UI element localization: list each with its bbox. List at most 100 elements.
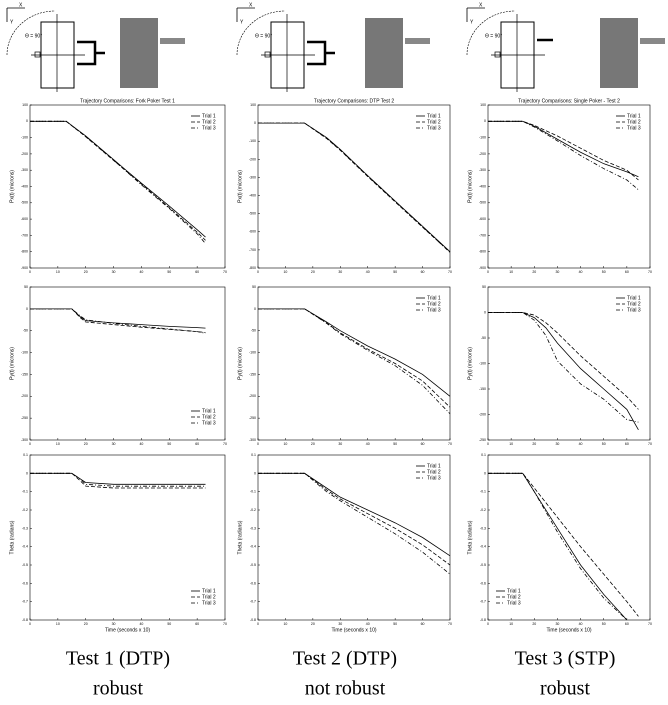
plot-frame [257, 104, 451, 269]
x-tick-label: 10 [283, 442, 287, 446]
y-axis-label: Py(t) (microns) [237, 347, 243, 380]
legend-label: Trial 2 [427, 469, 441, 475]
legend-label: Trial 2 [427, 301, 441, 307]
x-tick-label: 30 [112, 622, 116, 626]
legend-label: Trial 1 [627, 295, 641, 301]
plot-frame [257, 286, 451, 441]
y-tick-label: -50 [251, 329, 256, 333]
y-tick-label: 0 [254, 121, 256, 125]
x-tick-label: 20 [84, 442, 88, 446]
angle-arc [236, 10, 286, 56]
x-tick-label: 60 [195, 270, 199, 274]
x-tick-label: 0 [257, 442, 259, 446]
chart-title: Trajectory Comparisons: Fork Poker Test … [80, 98, 175, 104]
caption: Test 2 (DTP) [293, 648, 397, 670]
legend-box [414, 293, 444, 315]
y-axis-label: Px(t) (microns) [9, 170, 15, 203]
y-tick-label: -0.3 [480, 526, 486, 530]
y-tick-label: 0 [254, 307, 256, 311]
y-tick-label: -200 [21, 152, 28, 156]
series-line [258, 122, 451, 253]
legend-box [189, 406, 219, 428]
y-tick-label: -200 [479, 152, 486, 156]
x-tick-label: 70 [223, 270, 227, 274]
legend-label: Trial 3 [202, 600, 216, 606]
legend-label: Trial 2 [427, 119, 441, 125]
x-tick-label: 20 [311, 442, 315, 446]
x-tick-label: 50 [393, 622, 397, 626]
y-tick-label: -250 [479, 438, 486, 442]
legend-label: Trial 1 [427, 295, 441, 301]
x-tick-label: 10 [56, 622, 60, 626]
x-tick-label: 30 [338, 442, 342, 446]
x-tick-label: 70 [448, 270, 452, 274]
y-tick-label: -50 [23, 329, 28, 333]
y-tick-label: -0.6 [22, 581, 28, 585]
x-tick-label: 10 [283, 622, 287, 626]
y-tick-label: -0.7 [22, 600, 28, 604]
x-tick-label: 20 [84, 270, 88, 274]
y-tick-label: -0.6 [480, 581, 486, 585]
caption: Test 3 (STP) [515, 648, 616, 670]
y-tick-label: 100 [22, 103, 28, 107]
axis-label: X [19, 2, 23, 8]
legend-box [414, 461, 444, 483]
legend-label: Trial 2 [202, 594, 216, 600]
x-tick-label: 10 [56, 442, 60, 446]
legend-label: Trial 2 [202, 119, 216, 125]
y-tick-label: -0.5 [250, 563, 256, 567]
x-axis-label: Time (seconds x 10) [546, 627, 591, 633]
x-tick-label: 40 [139, 442, 143, 446]
series-line [30, 308, 206, 333]
y-tick-label: -800 [21, 250, 28, 254]
y-tick-label: -250 [21, 416, 28, 420]
y-tick-label: -500 [479, 201, 486, 205]
y-tick-label: 0 [26, 119, 28, 123]
y-tick-label: -600 [21, 217, 28, 221]
x-tick-label: 10 [509, 622, 513, 626]
x-tick-label: 70 [648, 442, 652, 446]
y-tick-label: 0.1 [481, 453, 486, 457]
y-tick-label: -0.3 [22, 526, 28, 530]
y-tick-label: -0.7 [250, 600, 256, 604]
x-tick-label: 0 [29, 270, 31, 274]
x-tick-label: 60 [195, 622, 199, 626]
legend-label: Trial 2 [202, 414, 216, 420]
x-tick-label: 0 [487, 270, 489, 274]
axis-label: Y [470, 19, 474, 25]
y-tick-label: -100 [479, 136, 486, 140]
plot-frame [29, 286, 226, 441]
y-tick-label: 0 [254, 471, 256, 475]
plot-frame [257, 454, 451, 621]
y-tick-label: 0 [484, 471, 486, 475]
x-tick-label: 60 [421, 622, 425, 626]
y-tick-label: 0 [484, 119, 486, 123]
y-tick-label: 50 [252, 285, 256, 289]
series-line [30, 120, 206, 238]
legend-box [189, 111, 219, 133]
x-tick-label: 20 [532, 442, 536, 446]
y-tick-label: -500 [21, 201, 28, 205]
y-tick-label: 100 [250, 103, 256, 107]
y-tick-label: -100 [249, 139, 256, 143]
photo-tool [160, 38, 185, 44]
legend-label: Trial 2 [507, 594, 521, 600]
legend-label: Trial 3 [427, 307, 441, 313]
x-tick-label: 70 [448, 442, 452, 446]
legend-label: Trial 1 [202, 113, 216, 119]
y-tick-label: -100 [479, 361, 486, 365]
x-tick-label: 40 [579, 622, 583, 626]
y-tick-label: -500 [249, 212, 256, 216]
x-tick-label: 50 [167, 270, 171, 274]
x-tick-label: 70 [648, 622, 652, 626]
legend-label: Trial 3 [427, 475, 441, 481]
y-tick-label: -400 [21, 184, 28, 188]
x-tick-label: 0 [29, 622, 31, 626]
series-line [488, 472, 628, 621]
angle-label: Θ = 90° [255, 33, 272, 39]
y-tick-label: -0.2 [22, 508, 28, 512]
series-line [30, 308, 206, 334]
legend-box [189, 586, 219, 608]
x-tick-label: 10 [509, 442, 513, 446]
